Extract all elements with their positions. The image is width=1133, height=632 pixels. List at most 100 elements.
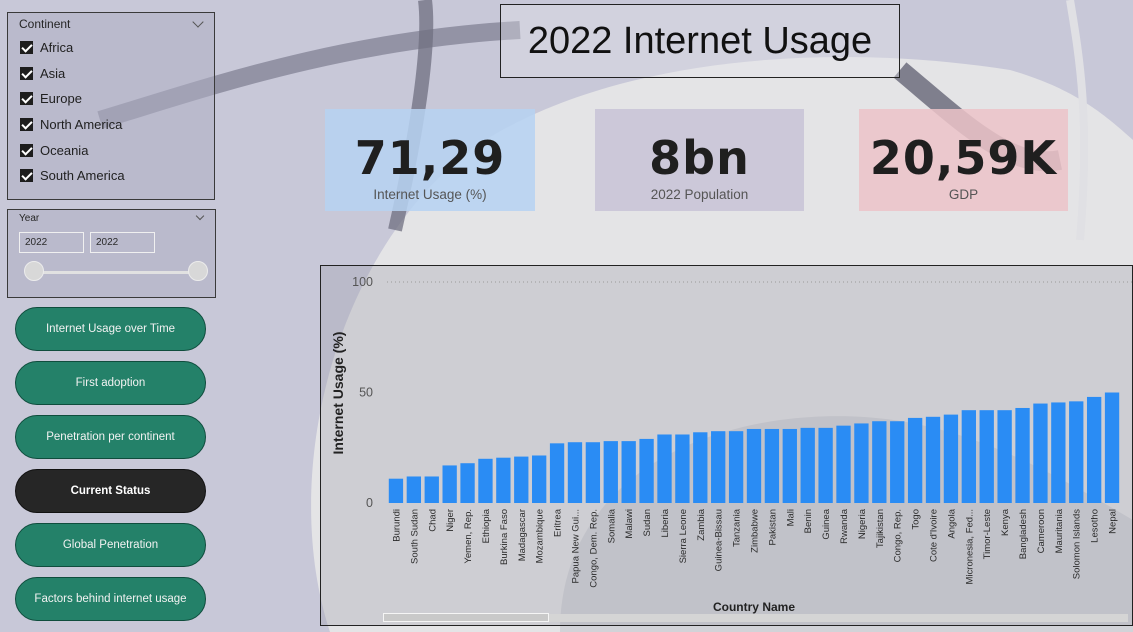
chart-bar <box>585 442 601 503</box>
chart-bar <box>424 476 439 503</box>
nav-button-current-status[interactable]: Current Status <box>15 469 206 513</box>
continent-option-europe[interactable]: Europe <box>20 89 82 107</box>
x-tick-label: Mali <box>785 509 796 526</box>
kpi-card-gdp: 20,59K GDP <box>859 109 1068 211</box>
x-tick-label: Mozambique <box>535 509 546 563</box>
x-tick-label: Congo, Rep. <box>893 509 904 562</box>
chart-bar <box>782 428 797 503</box>
x-tick-label: Bangladesh <box>1018 509 1029 559</box>
chevron-down-icon[interactable] <box>192 16 204 28</box>
chart-bar <box>549 443 565 503</box>
chart-bar <box>567 442 583 503</box>
checkbox-checked-icon[interactable] <box>20 168 33 182</box>
chart-bar <box>442 465 457 503</box>
chart-bar <box>1086 396 1102 503</box>
x-tick-label: Sudan <box>642 509 653 536</box>
continent-option-oceania[interactable]: Oceania <box>20 141 88 159</box>
continent-option-africa[interactable]: Africa <box>20 38 73 56</box>
x-axis-title: Country Name <box>713 600 795 614</box>
x-tick-label: Ethiopia <box>481 508 492 543</box>
chart-bar <box>854 423 869 503</box>
checkbox-checked-icon[interactable] <box>20 66 33 80</box>
x-tick-label: Pakistan <box>767 509 778 545</box>
kpi-value: 71,29 <box>354 131 506 185</box>
x-tick-label: Solomon Islands <box>1072 509 1083 579</box>
chart-bar <box>746 428 762 503</box>
continent-option-north-america[interactable]: North America <box>20 115 122 133</box>
chart-bar <box>1104 392 1120 503</box>
chart-bar <box>693 432 708 503</box>
kpi-value: 20,59K <box>869 131 1058 185</box>
chart-bar <box>639 438 654 503</box>
y-axis-title: Internet Usage (%) <box>330 332 346 455</box>
year-slider-end-handle[interactable] <box>188 261 208 281</box>
chart-bar <box>907 417 923 503</box>
checkbox-checked-icon[interactable] <box>20 143 33 157</box>
x-tick-label: Zimbabwe <box>750 509 761 553</box>
year-from-input[interactable]: 2022 <box>19 232 84 253</box>
kpi-card-background <box>595 109 804 211</box>
checkbox-checked-icon[interactable] <box>20 40 33 54</box>
x-tick-label: Nepal <box>1108 509 1119 534</box>
checkbox-checked-icon[interactable] <box>20 117 33 131</box>
x-tick-label: Timor-Leste <box>982 509 993 559</box>
x-tick-label: Guinea-Bissau <box>714 509 725 571</box>
x-tick-label: Togo <box>911 509 922 530</box>
internet-usage-bar-chart: 0 50 100 Internet Usage (%) Burundi South Sud… <box>320 265 1133 626</box>
chart-bar <box>406 476 422 503</box>
continent-slicer-title: Continent <box>19 17 71 31</box>
kpi-card-internet-usage: 71,29 Internet Usage (%) <box>325 109 535 211</box>
x-tick-label: Lesotho <box>1090 509 1101 543</box>
chart-bar <box>460 463 475 503</box>
page-title: 2022 Internet Usage <box>500 4 900 78</box>
y-tick-label: 50 <box>359 386 373 400</box>
chart-bar <box>478 458 493 503</box>
nav-button-internet-usage-over-time[interactable]: Internet Usage over Time <box>15 307 206 351</box>
year-to-input[interactable]: 2022 <box>90 232 155 253</box>
kpi-value: 8bn <box>649 131 750 185</box>
x-tick-label: Eritrea <box>553 508 564 537</box>
kpi-label: Internet Usage (%) <box>373 187 487 202</box>
year-slicer-title: Year <box>19 213 40 224</box>
checkbox-checked-icon[interactable] <box>20 91 33 105</box>
x-tick-label: Benin <box>803 509 814 533</box>
chevron-down-icon[interactable] <box>195 211 205 221</box>
nav-button-penetration-per-continent[interactable]: Penetration per continent <box>15 415 206 459</box>
chart-bar <box>514 456 529 503</box>
continent-option-label: North America <box>40 116 123 132</box>
nav-button-global-penetration[interactable]: Global Penetration <box>15 523 206 567</box>
chart-bar <box>728 431 744 503</box>
x-tick-label: Yemen, Rep. <box>463 509 474 564</box>
kpi-label: GDP <box>948 187 979 202</box>
x-tick-label: Guinea <box>821 508 832 539</box>
chart-bar <box>1033 403 1048 503</box>
continent-option-label: South America <box>40 167 125 183</box>
year-slider-track[interactable] <box>34 271 200 274</box>
kpi-label: 2022 Population <box>650 187 749 202</box>
chart-scrollbar-track[interactable] <box>383 614 1128 622</box>
nav-button-first-adoption[interactable]: First adoption <box>15 361 206 405</box>
continent-slicer: Continent Africa Asia Europe North Ameri… <box>7 12 215 200</box>
continent-option-label: Africa <box>40 39 74 55</box>
nav-button-factors-behind-internet-usage[interactable]: Factors behind internet usage <box>15 577 206 621</box>
x-tick-label: Chad <box>427 509 438 532</box>
year-slider-start-handle[interactable] <box>24 261 44 281</box>
kpi-card-population: 8bn 2022 Population <box>595 109 804 211</box>
x-tick-label: Mauritania <box>1054 508 1065 553</box>
continent-option-asia[interactable]: Asia <box>20 64 65 82</box>
x-tick-label: Malawi <box>624 509 635 539</box>
chart-bar <box>675 434 690 503</box>
x-tick-label: Tanzania <box>732 508 743 547</box>
y-tick-label: 100 <box>352 275 373 289</box>
chart-bar <box>603 441 618 503</box>
kpi-card-background <box>325 109 535 211</box>
chart-bar <box>496 457 511 503</box>
continent-option-south-america[interactable]: South America <box>20 166 125 184</box>
chart-bar <box>818 427 833 503</box>
chart-bar <box>1069 401 1084 503</box>
x-tick-label: Sierra Leone <box>678 509 689 563</box>
chart-scrollbar-thumb[interactable] <box>383 613 549 622</box>
x-tick-label: Cameroon <box>1036 509 1047 553</box>
chart-bar <box>800 427 815 503</box>
kpi-card-background <box>859 109 1068 211</box>
